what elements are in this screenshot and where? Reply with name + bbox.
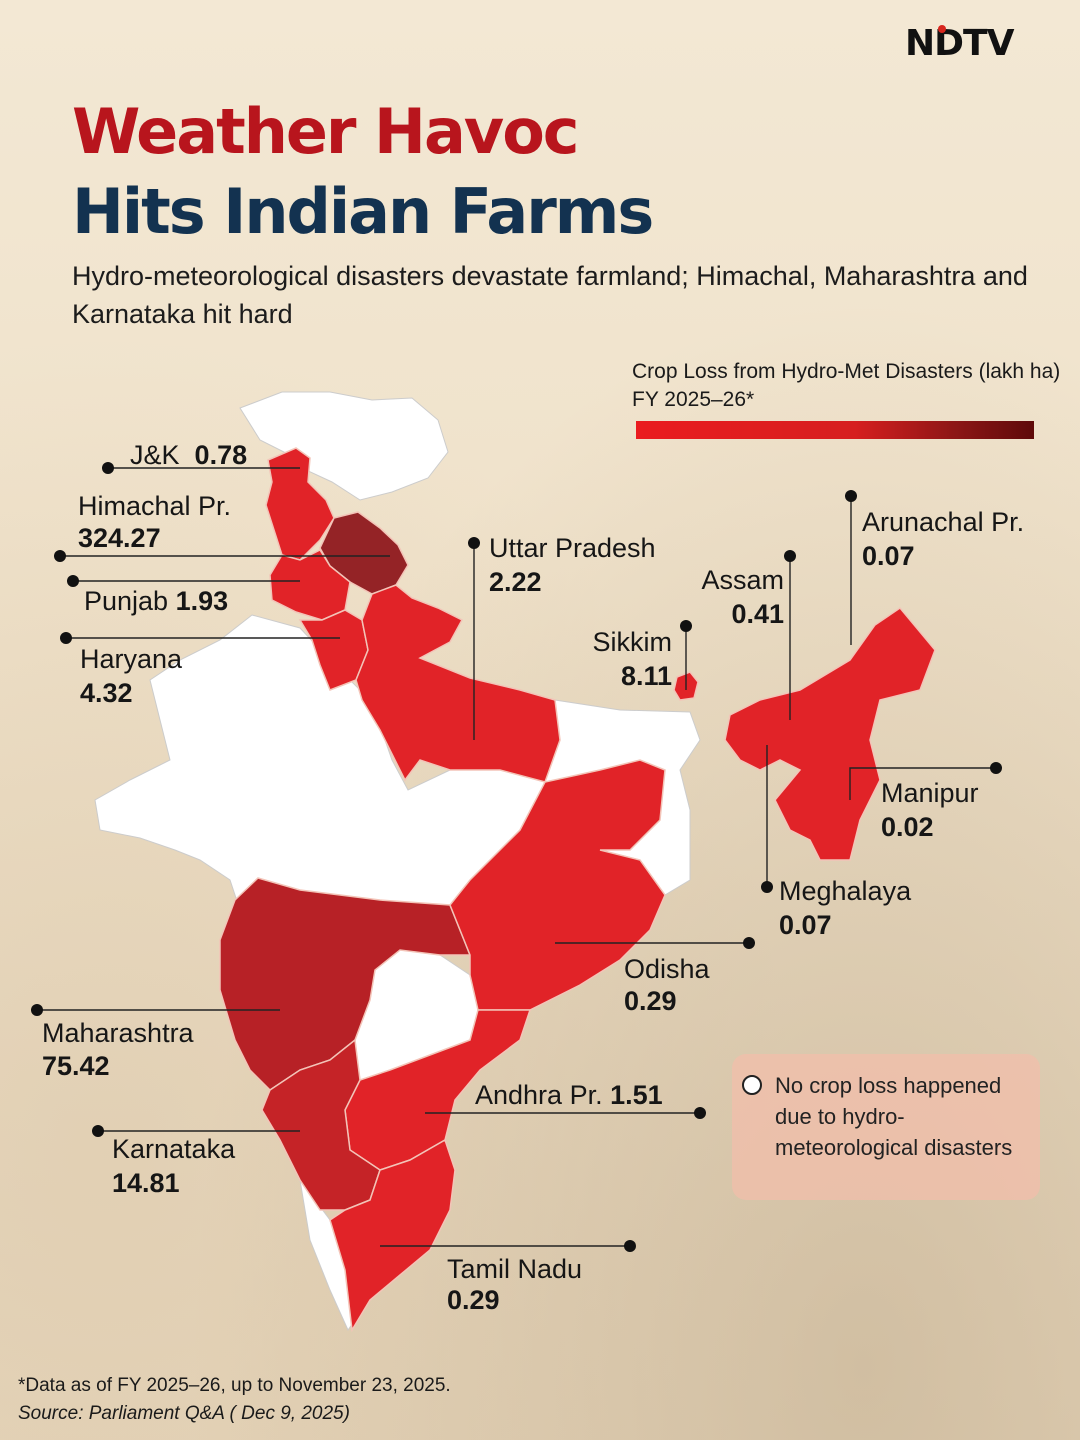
label-sikkim: Sikkim 8.11 bbox=[578, 625, 673, 693]
label-manipur-name: Manipur bbox=[881, 778, 979, 808]
logo-dot bbox=[938, 25, 946, 33]
label-jk-name: J&K bbox=[130, 440, 180, 470]
label-haryana: Haryana 4.32 bbox=[80, 642, 182, 710]
leader-manipur bbox=[849, 767, 996, 800]
footnote: *Data as of FY 2025–26, up to November 2… bbox=[18, 1375, 451, 1396]
label-karnataka-name: Karnataka bbox=[112, 1134, 236, 1164]
dot-meghalaya bbox=[761, 881, 773, 893]
state-jk bbox=[265, 447, 335, 561]
label-maharashtra-value: 75.42 bbox=[42, 1051, 110, 1081]
label-up-value: 2.22 bbox=[489, 567, 542, 597]
dot-jk bbox=[102, 462, 114, 474]
headline-line1: Weather Havoc bbox=[72, 95, 580, 168]
dot-sikkim bbox=[680, 620, 692, 632]
label-odisha: Odisha 0.29 bbox=[624, 953, 710, 1017]
state-northeast bbox=[724, 606, 936, 861]
label-up-name: Uttar Pradesh bbox=[489, 533, 656, 563]
headline-line2: Hits Indian Farms bbox=[72, 175, 654, 248]
dot-assam bbox=[784, 550, 796, 562]
label-tamil-nadu: Tamil Nadu 0.29 bbox=[447, 1254, 582, 1316]
label-arunachal-name: Arunachal Pr. bbox=[862, 507, 1025, 537]
dot-tamil-nadu bbox=[624, 1240, 636, 1252]
legend-title: Crop Loss from Hydro-Met Disasters (lakh… bbox=[632, 360, 1061, 411]
dot-andhra bbox=[694, 1107, 706, 1119]
label-tamil-nadu-name: Tamil Nadu bbox=[447, 1254, 583, 1284]
state-central-east bbox=[449, 759, 666, 1011]
label-karnataka-value: 14.81 bbox=[112, 1168, 180, 1198]
dot-odisha bbox=[743, 937, 755, 949]
subtitle: Hydro-meteorological disasters devastate… bbox=[72, 261, 1028, 329]
logo-text: NDTV bbox=[905, 23, 1014, 64]
label-arunachal-value: 0.07 bbox=[862, 541, 915, 571]
label-assam-name: Assam bbox=[701, 565, 784, 595]
label-andhra: Andhra Pr. 1.51 bbox=[475, 1079, 663, 1111]
legend-gradient-bar bbox=[636, 421, 1034, 439]
label-meghalaya-value: 0.07 bbox=[779, 910, 832, 940]
label-meghalaya: Meghalaya 0.07 bbox=[779, 874, 911, 942]
label-arunachal: Arunachal Pr. 0.07 bbox=[862, 505, 1024, 573]
label-meghalaya-name: Meghalaya bbox=[779, 876, 912, 906]
dot-himachal bbox=[54, 550, 66, 562]
label-himachal: Himachal Pr. 324.27 bbox=[78, 490, 231, 554]
no-loss-note-text: No crop loss happened due to hydro-meteo… bbox=[775, 1073, 1013, 1160]
dot-manipur bbox=[990, 762, 1002, 774]
ndtv-logo: NDTV bbox=[905, 24, 1057, 64]
label-andhra-value: 1.51 bbox=[610, 1080, 663, 1110]
no-loss-legend-circle bbox=[742, 1075, 762, 1095]
state-tamil-nadu bbox=[329, 1138, 456, 1333]
label-maharashtra-name: Maharashtra bbox=[42, 1018, 194, 1048]
label-maharashtra: Maharashtra 75.42 bbox=[42, 1017, 194, 1083]
label-sikkim-value: 8.11 bbox=[620, 661, 672, 691]
label-punjab-value: 1.93 bbox=[175, 586, 229, 616]
dot-haryana bbox=[60, 632, 72, 644]
label-himachal-value: 324.27 bbox=[78, 523, 161, 553]
label-himachal-name: Himachal Pr. bbox=[78, 491, 232, 521]
label-odisha-name: Odisha bbox=[624, 954, 710, 984]
source: Source: Parliament Q&A ( Dec 9, 2025) bbox=[18, 1403, 350, 1424]
label-manipur: Manipur 0.02 bbox=[881, 776, 979, 844]
dot-arunachal bbox=[845, 490, 857, 502]
label-haryana-value: 4.32 bbox=[80, 678, 133, 708]
label-andhra-name: Andhra Pr. bbox=[475, 1080, 603, 1110]
label-karnataka: Karnataka 14.81 bbox=[112, 1132, 235, 1200]
label-assam-value: 0.41 bbox=[731, 599, 784, 629]
dot-maharashtra bbox=[31, 1004, 43, 1016]
dot-up bbox=[468, 537, 480, 549]
label-punjab-name: Punjab bbox=[84, 586, 169, 616]
label-manipur-value: 0.02 bbox=[881, 812, 934, 842]
label-odisha-value: 0.29 bbox=[624, 986, 677, 1016]
label-punjab: Punjab 1.93 bbox=[84, 585, 228, 617]
label-up: Uttar Pradesh 2.22 bbox=[489, 531, 656, 599]
no-loss-note-box bbox=[732, 1054, 1040, 1200]
label-assam: Assam 0.41 bbox=[684, 563, 784, 631]
label-tamil-nadu-value: 0.29 bbox=[447, 1285, 500, 1315]
dot-karnataka bbox=[92, 1125, 104, 1137]
label-haryana-name: Haryana bbox=[80, 644, 183, 674]
label-sikkim-name: Sikkim bbox=[592, 627, 673, 657]
dot-punjab bbox=[67, 575, 79, 587]
label-jk: J&K 0.78 bbox=[130, 439, 247, 471]
label-jk-value: 0.78 bbox=[194, 440, 248, 470]
